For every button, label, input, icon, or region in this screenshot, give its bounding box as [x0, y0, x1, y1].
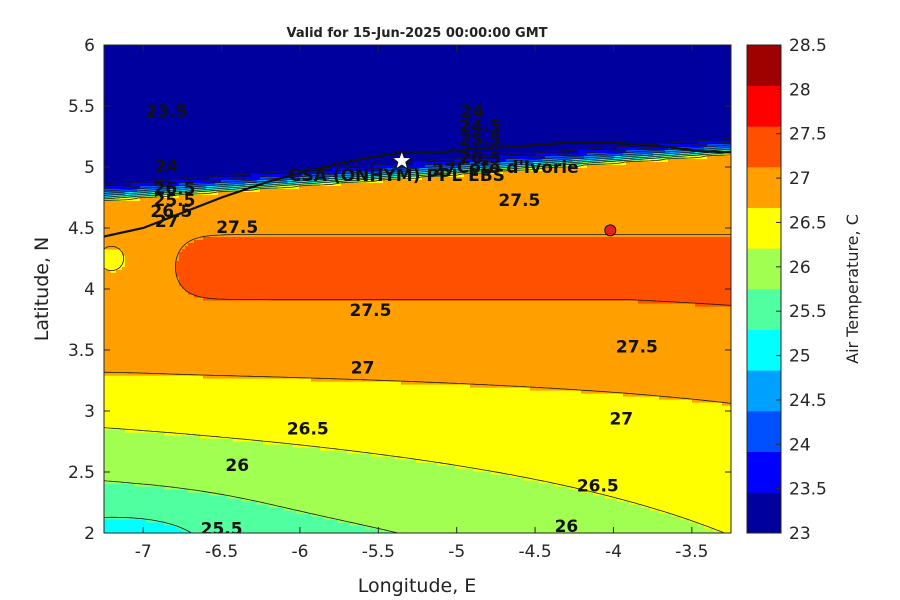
contour-line-26	[104, 150, 731, 533]
contour-line-27.5	[175, 234, 731, 306]
contour-label: 24	[461, 102, 485, 122]
y-tick-label: 5	[84, 158, 95, 178]
colorbar-tick-label: 23.5	[789, 480, 827, 500]
contour-band-25.5	[104, 150, 731, 533]
colorbar-swatch	[747, 451, 781, 493]
contour-line-27	[104, 154, 731, 404]
contour-label: 24	[155, 157, 179, 177]
colorbar-tick-label: 28	[789, 80, 811, 100]
y-axis: 2 2.5 3 3.5 4 4.5 5 5.5 6	[68, 36, 731, 544]
site-label: CSA (ONHYM) PPL EBS	[289, 166, 505, 186]
contour-label: 27	[609, 410, 633, 430]
contour-band-23	[104, 45, 731, 187]
colorbar-swatch	[747, 411, 781, 452]
x-tick-label: -5	[448, 542, 465, 562]
region-label: Cote d'Ivorie	[457, 158, 579, 178]
contour-line-25.5	[104, 148, 731, 533]
y-tick-label: 2	[84, 524, 95, 544]
contour-label: 23.5	[146, 102, 188, 122]
colorbar-swatch	[747, 207, 781, 249]
y-tick-label: 6	[84, 36, 95, 56]
contour-label: 26.5	[459, 149, 501, 169]
contour-band-27	[104, 156, 731, 406]
y-tick-label: 3.5	[68, 341, 95, 361]
contour-label: 26.5	[577, 477, 619, 497]
x-tick-label: -3.5	[675, 542, 708, 562]
colorbar-swatch	[747, 45, 781, 86]
colorbar-tick-label: 25.5	[789, 302, 827, 322]
y-tick-label: 2.5	[68, 463, 95, 483]
colorbar-tick-label: 27.5	[789, 125, 827, 145]
contour-label: 26	[555, 517, 579, 537]
contour-label: 27.5	[216, 218, 258, 238]
colorbar: 23 23.5 24 24.5 25 25.5 26 26.5 27 27.5 28 28.5	[746, 36, 827, 544]
y-tick-label: 5.5	[68, 97, 95, 117]
contour-label: 27.5	[350, 301, 392, 321]
colorbar-tick-label: 25	[789, 347, 811, 367]
colorbar-tick-label: 26	[789, 258, 811, 278]
contour-label: 27.5	[616, 338, 658, 358]
y-tick-label: 4.5	[68, 219, 95, 239]
contour-label: 26.5	[150, 202, 192, 222]
colorbar-swatch	[747, 370, 781, 412]
contour-label: 26.5	[154, 179, 196, 199]
contour-line-24.5	[104, 144, 731, 192]
contour-labels: 23.5 2424.525.526.52426.525.526.5272727.5…	[146, 102, 658, 539]
contour-label: 26	[225, 456, 249, 476]
colorbar-tick-label: 23	[789, 524, 811, 544]
contour-band-27.5	[176, 237, 731, 307]
contour-label: 25.5	[201, 519, 243, 539]
x-tick-label: -4.5	[518, 542, 551, 562]
contour-label: 24.5	[459, 117, 501, 137]
contour-label: 27.5	[498, 191, 540, 211]
contour-band-26.5	[104, 153, 731, 533]
point-marker	[604, 224, 617, 237]
colorbar-swatch	[747, 329, 781, 371]
contour-label: 25.5	[459, 130, 501, 150]
contour-label: 25.5	[154, 191, 196, 211]
x-tick-label: -4	[605, 542, 622, 562]
colorbar-swatch	[747, 167, 781, 208]
contour-label: 27	[432, 161, 456, 181]
colorbar-swatch	[747, 126, 781, 168]
y-tick-label: 4	[84, 280, 95, 300]
y-axis-label: Latitude, N	[31, 237, 53, 342]
colorbar-tick-label: 28.5	[789, 36, 827, 56]
colorbar-swatch	[747, 85, 781, 127]
colorbar-swatch	[747, 248, 781, 290]
x-tick-label: -6.5	[205, 542, 238, 562]
contour-line-24	[104, 141, 731, 189]
site-star-marker	[390, 149, 413, 171]
colorbar-tick-label: 24	[789, 435, 811, 455]
colorbar-tick-label: 26.5	[789, 213, 827, 233]
x-tick-label: -7	[135, 542, 152, 562]
chart-title: Valid for 15-Jun-2025 00:00:00 GMT	[287, 26, 548, 41]
colorbar-label: Air Temperature, C	[843, 214, 862, 364]
plot-area: 23.5 2424.525.526.52426.525.526.5272727.5…	[104, 45, 731, 539]
contour-label: 26.5	[287, 419, 329, 439]
x-axis-label: Longitude, E	[358, 575, 477, 597]
colorbar-swatch	[747, 289, 781, 330]
x-tick-label: -5.5	[362, 542, 395, 562]
x-axis: -7 -6.5 -6 -5.5 -5 -4.5 -4 -3.5	[135, 45, 708, 562]
contour-label: 27	[155, 212, 179, 232]
contour-label: 27	[351, 358, 375, 378]
colorbar-frame	[746, 44, 782, 534]
colorbar-swatch	[747, 492, 781, 534]
colorbar-tick-label: 24.5	[789, 391, 827, 411]
colorbar-tick-label: 27	[789, 169, 811, 189]
x-tick-label: -6	[291, 542, 308, 562]
y-tick-label: 3	[84, 402, 95, 422]
contour-bands	[104, 45, 731, 533]
